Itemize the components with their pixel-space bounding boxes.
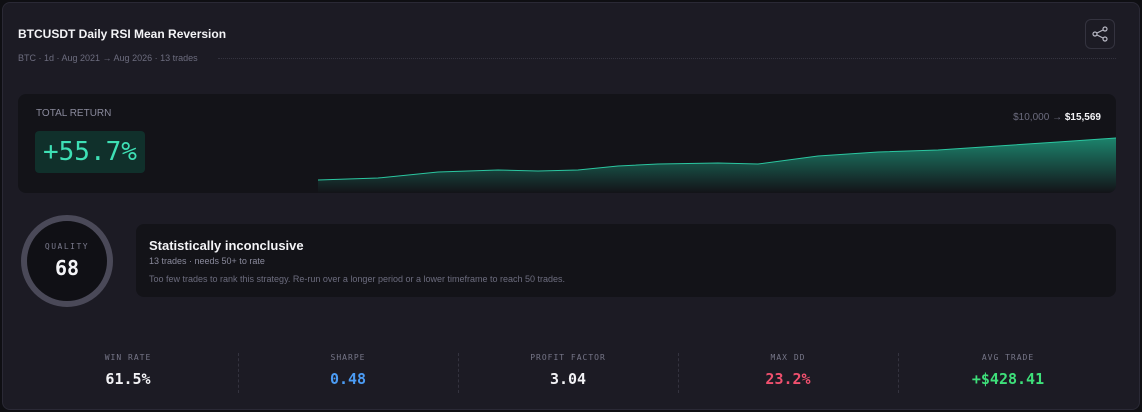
title: BTCUSDT Daily RSI Mean Reversion (18, 27, 227, 41)
stat-label: SHARPE (330, 353, 366, 362)
return-value: +55.7% (35, 131, 145, 173)
return-label: TOTAL RETURN (36, 108, 112, 119)
stat-label: PROFIT FACTOR (530, 353, 606, 362)
stat-value: 3.04 (549, 370, 587, 388)
stat-value: 0.48 (329, 370, 367, 388)
quality-score: 68 (54, 256, 80, 280)
end-equity: $15,569 (1064, 112, 1101, 123)
quality-ring (21, 215, 113, 307)
separator (218, 58, 1116, 59)
stat-divider (898, 353, 899, 393)
stat-label: AVG TRADE (981, 353, 1035, 362)
equity-range: $10,000 → $15,569 (1013, 112, 1101, 123)
verdict-card: Statistically inconclusive 13 trades · n… (136, 224, 1116, 297)
return-card: TOTAL RETURN +55.7% $10,000 → $15,569 (18, 94, 1116, 193)
verdict-description: Too few trades to rank this strategy. Re… (149, 274, 566, 284)
share-icon (1092, 26, 1108, 42)
stat-divider (238, 353, 239, 393)
quality-label: QUALITY (44, 242, 90, 251)
stat-label: MAX DD (770, 353, 806, 362)
stat-label: WIN RATE (104, 353, 152, 362)
stat-value: 61.5% (105, 370, 151, 388)
verdict-note: 13 trades · needs 50+ to rate (149, 256, 265, 266)
start-equity: $10,000 (1013, 112, 1050, 123)
verdict-title: Statistically inconclusive (149, 238, 304, 253)
stat-value: +$428.41 (971, 370, 1045, 388)
stat-value: 23.2% (765, 370, 811, 388)
share-button[interactable] (1085, 19, 1115, 49)
stat-divider (458, 353, 459, 393)
subtitle: BTC · 1d · Aug 2021 → Aug 2026 · 13 trad… (18, 53, 198, 63)
equity-curve (317, 137, 1116, 193)
stat-divider (678, 353, 679, 393)
arrow: → (1052, 112, 1063, 123)
